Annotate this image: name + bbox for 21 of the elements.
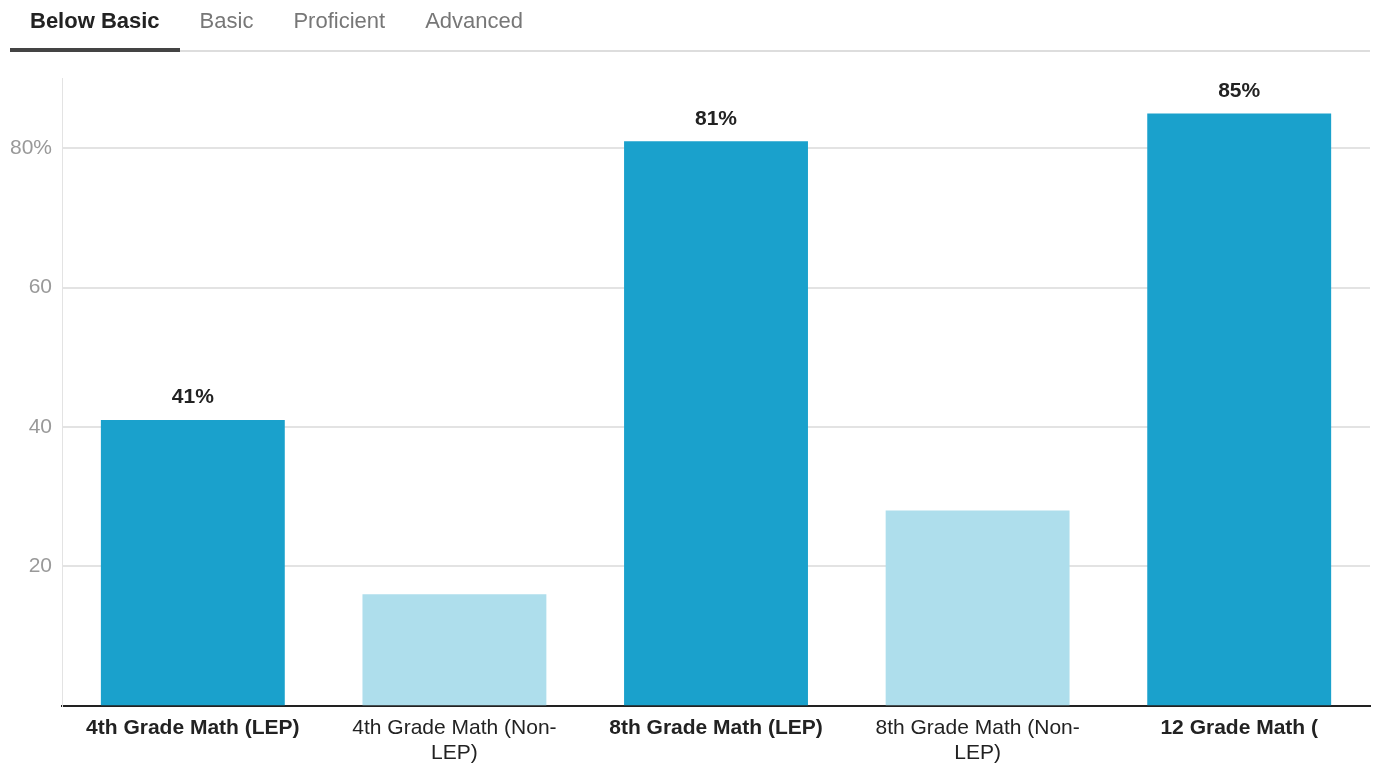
text: Below Basic bbox=[10, 0, 180, 52]
y-tick-label: 40 bbox=[28, 413, 53, 437]
bar bbox=[885, 510, 1070, 706]
x-tick-label: 4th Grade Math (Non-LEP) bbox=[352, 715, 557, 764]
data-label: 81% bbox=[695, 105, 738, 129]
bar bbox=[362, 594, 547, 706]
data-label: 41% bbox=[171, 384, 215, 408]
y-tick-label: 80% bbox=[10, 135, 53, 159]
bar bbox=[624, 141, 808, 706]
text: Advanced bbox=[424, 7, 524, 35]
x-tick-label: 8th Grade Math (Non-LEP) bbox=[875, 715, 1080, 764]
data-label: 85% bbox=[1218, 77, 1261, 101]
x-tick-label: 4th Grade Math (LEP) bbox=[86, 715, 300, 738]
bar bbox=[100, 419, 285, 706]
y-tick-label: 20 bbox=[28, 553, 53, 577]
text: Basic bbox=[198, 7, 255, 35]
bar bbox=[1147, 113, 1332, 706]
text: Proficient bbox=[292, 7, 387, 35]
x-tick-label: 12 Grade Math ( bbox=[1160, 715, 1318, 738]
y-tick-label: 60 bbox=[28, 274, 53, 298]
x-tick-label: 8th Grade Math (LEP) bbox=[609, 715, 823, 738]
